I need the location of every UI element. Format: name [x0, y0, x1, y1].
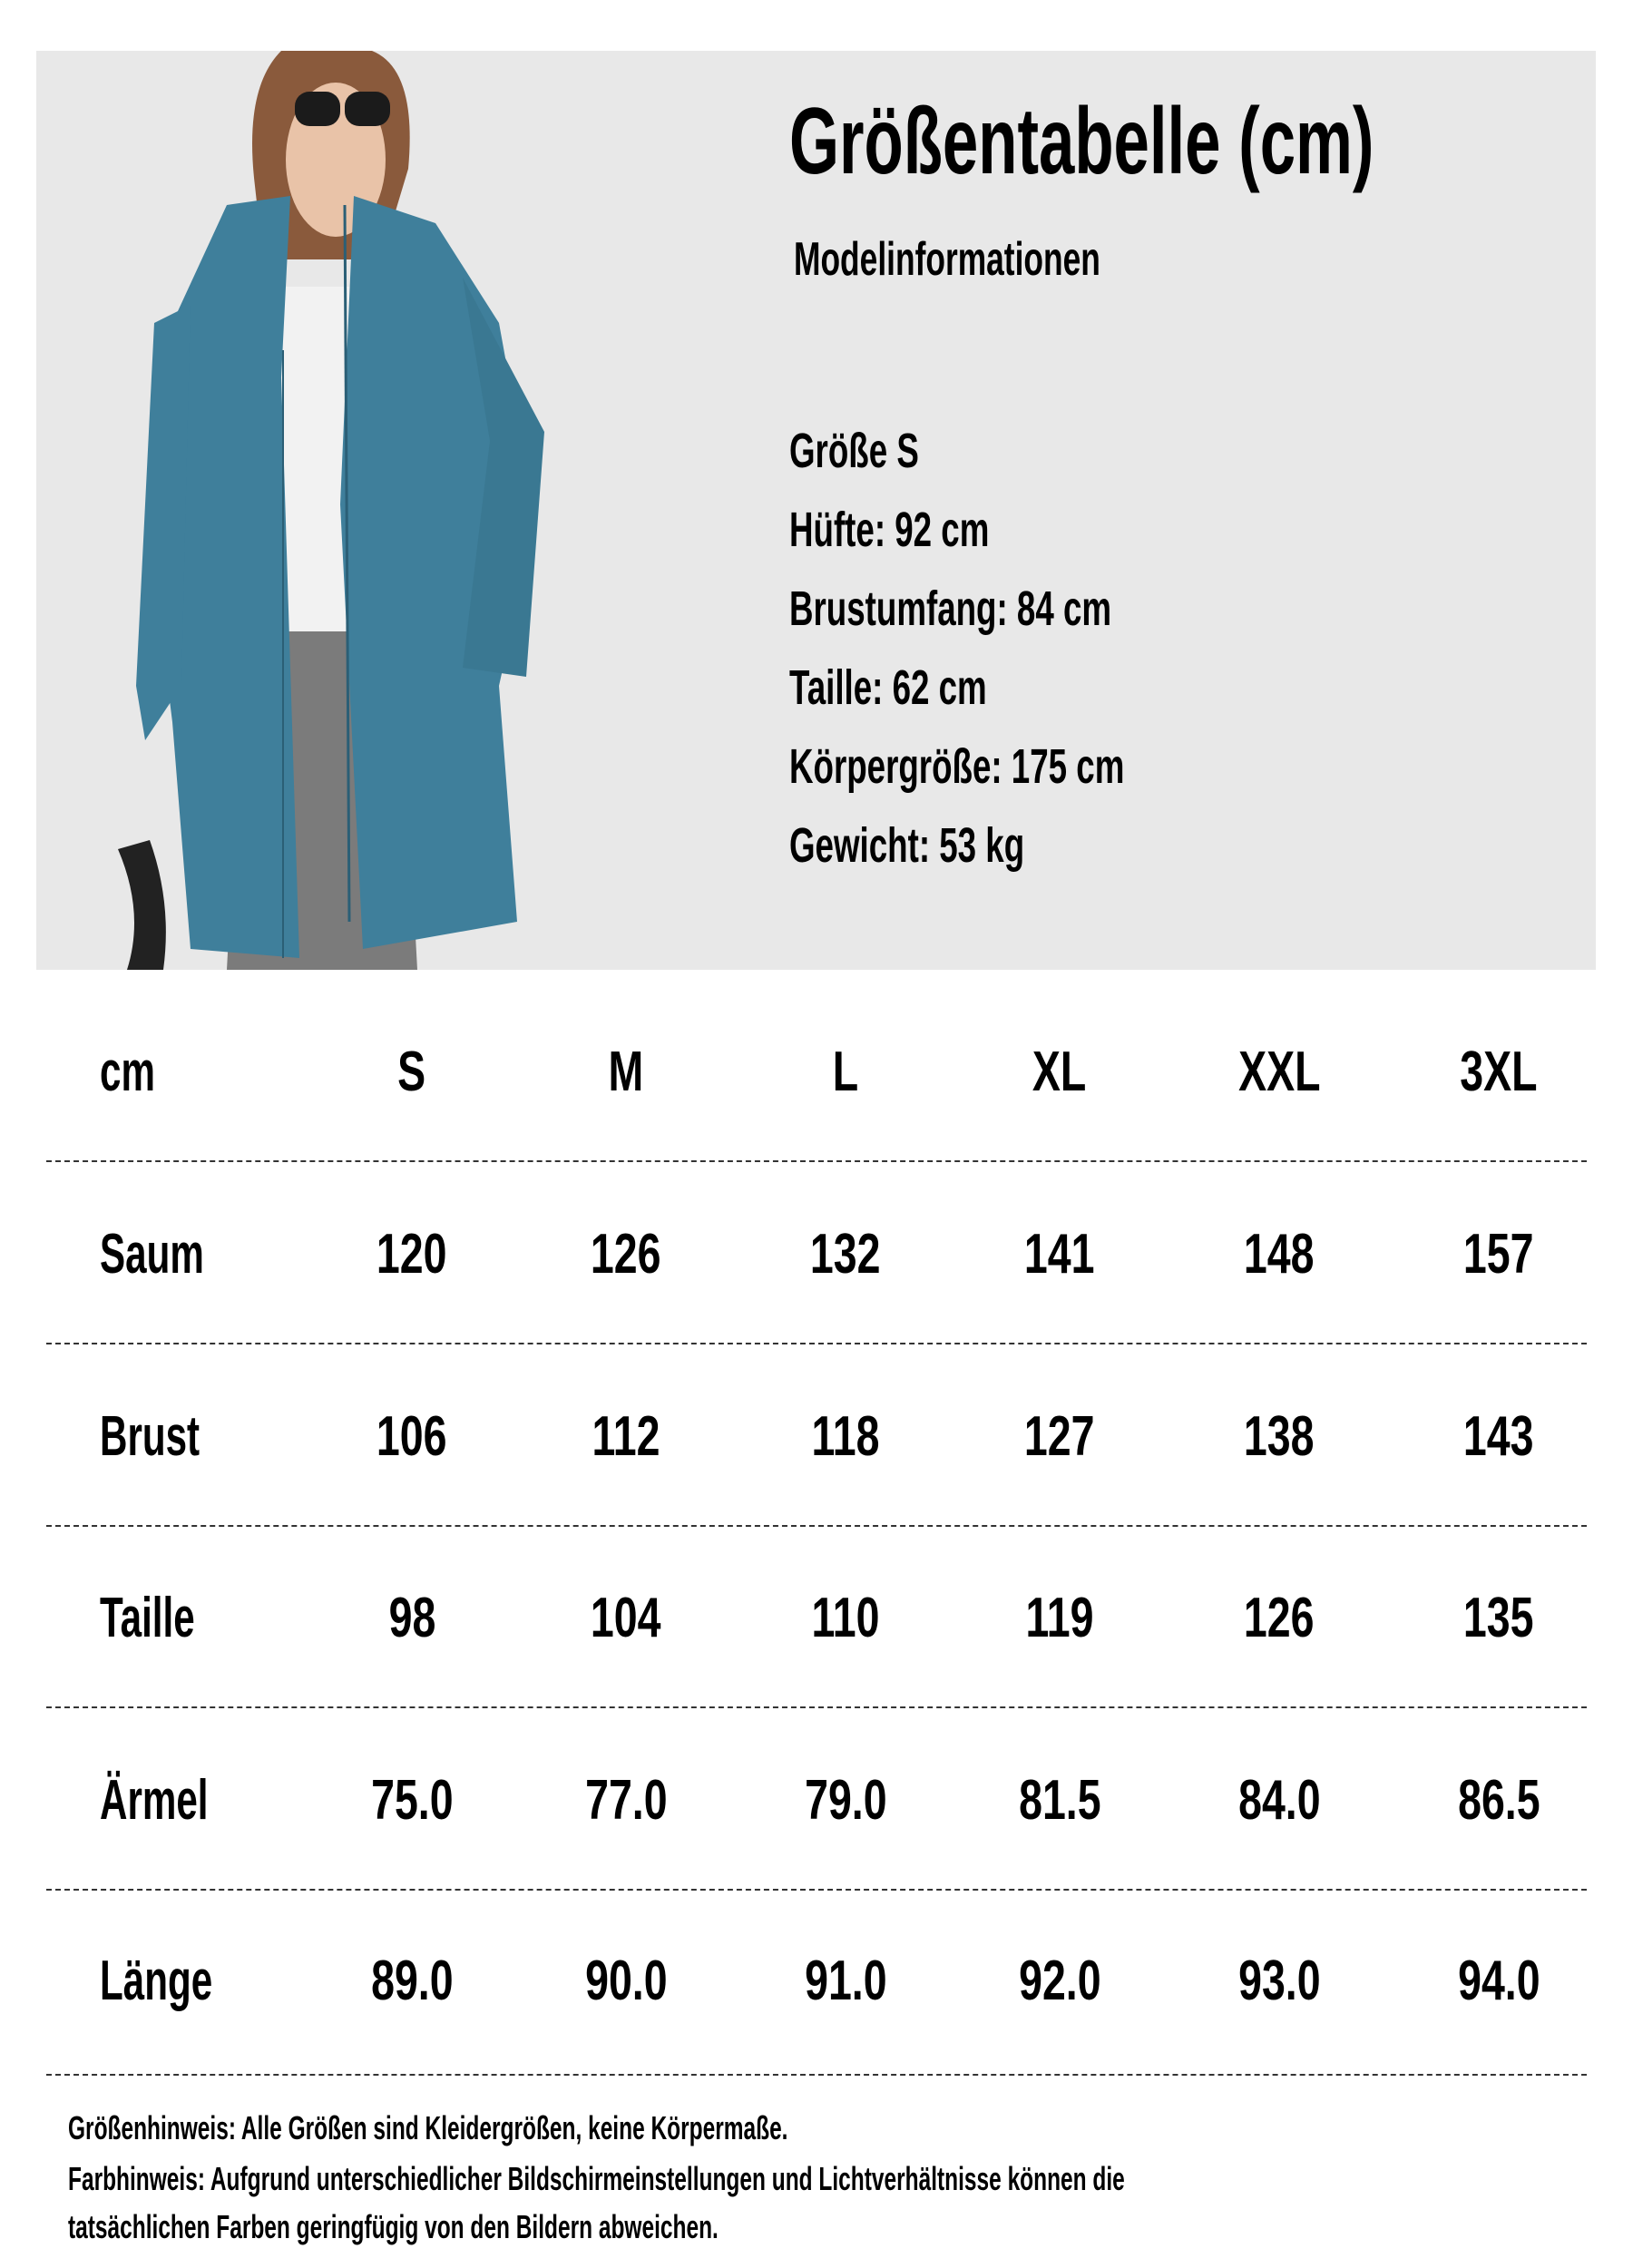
table-cell: 94.0 [1457, 1950, 1540, 2012]
table-cell: 106 [376, 1405, 447, 1468]
table-cell: 135 [1463, 1587, 1534, 1649]
row-divider [46, 1160, 1587, 1162]
model-size: Größe S [789, 424, 919, 478]
table-row-label: Saum [100, 1223, 204, 1286]
subtitle: Modelinformationen [794, 233, 1100, 286]
model-waist: Taille: 62 cm [789, 660, 987, 715]
table-cell: 112 [592, 1405, 660, 1468]
table-row-label: Taille [100, 1587, 195, 1649]
table-row-label: Ärmel [100, 1769, 209, 1832]
table-cell: 75.0 [370, 1769, 454, 1832]
table-cell: 132 [810, 1223, 881, 1286]
model-height: Körpergröße: 175 cm [789, 739, 1125, 794]
model-hip: Hüfte: 92 cm [789, 503, 990, 557]
size-header: M [608, 1041, 644, 1103]
table-cell: 126 [1244, 1587, 1315, 1649]
table-cell: 110 [811, 1587, 880, 1649]
size-header: XL [1032, 1041, 1087, 1103]
row-divider [46, 1525, 1587, 1527]
table-cell: 79.0 [804, 1769, 887, 1832]
table-cell: 81.5 [1018, 1769, 1101, 1832]
table-cell: 157 [1463, 1223, 1534, 1286]
table-cell: 120 [376, 1223, 447, 1286]
model-chest: Brustumfang: 84 cm [789, 582, 1112, 636]
model-info-panel: Größentabelle (cm) Modelinformationen Gr… [36, 51, 1596, 970]
table-cell: 138 [1244, 1405, 1315, 1468]
size-header: L [832, 1041, 859, 1103]
table-cell: 104 [591, 1587, 661, 1649]
size-header: XXL [1237, 1041, 1321, 1103]
table-cell: 118 [811, 1405, 880, 1468]
size-header: 3XL [1460, 1041, 1538, 1103]
page-title: Größentabelle (cm) [789, 89, 1374, 194]
color-note-continued: tatsächlichen Farben geringfügig von den… [68, 2208, 719, 2245]
model-photo [118, 51, 544, 970]
row-divider [46, 2074, 1587, 2076]
table-cell: 98 [388, 1587, 435, 1649]
unit-header: cm [100, 1041, 155, 1103]
row-divider [46, 1706, 1587, 1708]
table-cell: 93.0 [1237, 1950, 1321, 2012]
color-note: Farbhinweis: Aufgrund unterschiedlicher … [68, 2160, 1125, 2197]
table-cell: 91.0 [804, 1950, 887, 2012]
size-header: S [397, 1041, 426, 1103]
row-divider [46, 1889, 1587, 1891]
model-weight: Gewicht: 53 kg [789, 818, 1025, 873]
table-cell: 92.0 [1018, 1950, 1101, 2012]
table-row-label: Brust [100, 1405, 200, 1468]
table-row-label: Länge [100, 1950, 213, 2012]
table-cell: 86.5 [1457, 1769, 1540, 1832]
table-cell: 77.0 [584, 1769, 668, 1832]
table-cell: 84.0 [1237, 1769, 1321, 1832]
table-cell: 141 [1024, 1223, 1095, 1286]
table-cell: 126 [591, 1223, 661, 1286]
size-note: Größenhinweis: Alle Größen sind Kleiderg… [68, 2109, 788, 2146]
row-divider [46, 1343, 1587, 1344]
table-cell: 90.0 [584, 1950, 668, 2012]
table-cell: 127 [1024, 1405, 1095, 1468]
table-cell: 143 [1463, 1405, 1534, 1468]
table-cell: 89.0 [370, 1950, 454, 2012]
table-cell: 119 [1025, 1587, 1094, 1649]
table-cell: 148 [1244, 1223, 1315, 1286]
